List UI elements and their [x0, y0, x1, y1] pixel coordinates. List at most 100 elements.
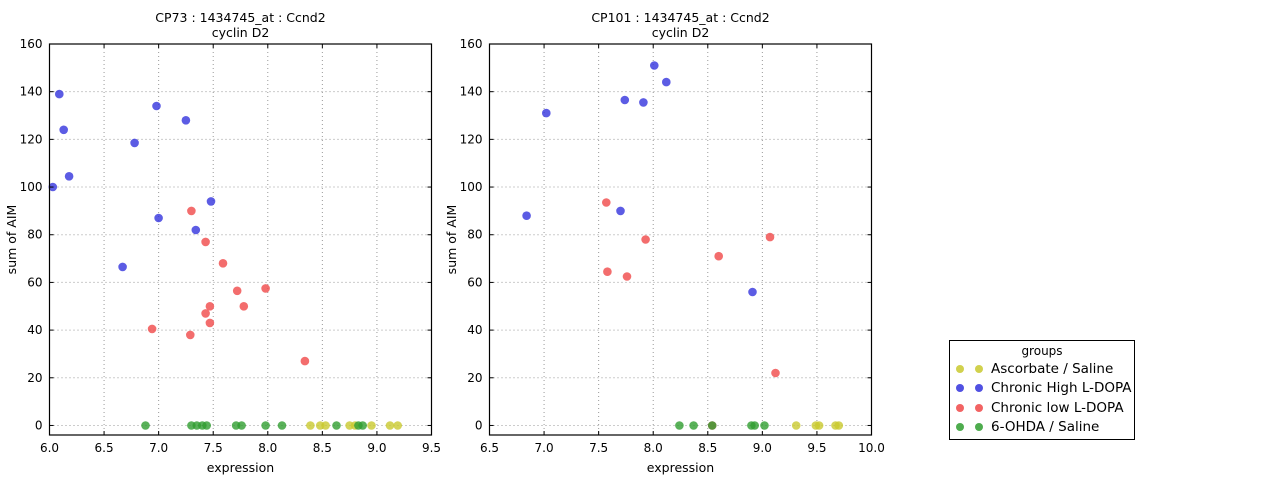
- 6ohda-saline-marker-icon: [956, 423, 964, 432]
- y-tick-label: 160: [460, 37, 483, 51]
- data-point-6-ohda-saline: [202, 421, 211, 430]
- data-point-6-ohda-saline: [750, 421, 759, 430]
- data-point-chronic-low-l-dopa: [232, 286, 242, 296]
- x-tick-label: 8.5: [313, 441, 332, 455]
- x-tick-label: 7.0: [149, 441, 168, 455]
- data-point-chronic-high-l-dopa: [662, 77, 671, 87]
- data-point-chronic-low-l-dopa: [239, 302, 249, 311]
- data-point-chronic-low-l-dopa: [187, 206, 196, 216]
- x-tick-label: 9.5: [807, 441, 826, 455]
- legend-entry-6ohda-saline: 6-OHDA / Saline: [950, 418, 1134, 438]
- data-point-ascorbate-saline: [321, 421, 330, 430]
- chronic-low-ldopa-marker-icon: [956, 403, 964, 412]
- data-point-6-ohda-saline: [358, 421, 368, 430]
- data-point-chronic-low-l-dopa: [714, 251, 723, 261]
- data-point-chronic-high-l-dopa: [206, 197, 216, 206]
- plot-title: CP73 : 1434745_at : Ccnd2: [155, 10, 325, 25]
- x-tick-label: 6.5: [95, 441, 114, 455]
- plot-border: [488, 43, 873, 436]
- y-tick-label: 100: [20, 180, 43, 194]
- data-point-ascorbate-saline: [367, 421, 376, 430]
- y-axis-label: sum of AIM: [4, 205, 19, 275]
- data-point-6-ohda-saline: [675, 421, 684, 430]
- data-point-chronic-high-l-dopa: [191, 225, 201, 235]
- y-tick-label: 140: [460, 85, 483, 99]
- x-tick-label: 8.0: [258, 441, 277, 455]
- x-tick-label: 7.0: [535, 441, 554, 455]
- plot-border: [48, 43, 433, 436]
- data-point-6-ohda-saline: [261, 421, 270, 430]
- data-point-chronic-low-l-dopa: [765, 232, 775, 242]
- legend-label: Chronic High L-DOPA: [991, 380, 1132, 397]
- x-tick-label: 6.5: [480, 441, 499, 455]
- data-point-ascorbate-saline: [393, 421, 403, 430]
- chronic-high-ldopa-marker-icon: [975, 384, 983, 393]
- ascorbate-saline-marker-icon: [975, 364, 983, 373]
- x-tick-label: 7.5: [589, 441, 608, 455]
- data-point-chronic-high-l-dopa: [154, 213, 163, 223]
- data-point-chronic-high-l-dopa: [118, 262, 127, 272]
- data-point-chronic-low-l-dopa: [205, 302, 215, 311]
- y-tick-label: 120: [460, 132, 483, 146]
- x-tick-label: 9.0: [753, 441, 772, 455]
- x-tick-label: 8.5: [698, 441, 717, 455]
- x-tick-label: 6.0: [40, 441, 59, 455]
- data-point-chronic-low-l-dopa: [186, 330, 195, 340]
- y-tick-label: 140: [20, 85, 43, 99]
- data-point-chronic-high-l-dopa: [55, 89, 64, 99]
- y-axis-label: sum of AIM: [444, 205, 459, 275]
- data-point-chronic-high-l-dopa: [130, 138, 139, 148]
- data-point-chronic-low-l-dopa: [218, 259, 228, 268]
- data-point-chronic-high-l-dopa: [616, 206, 625, 216]
- data-point-6-ohda-saline: [141, 421, 150, 430]
- plot-subtitle: cyclin D2: [652, 25, 710, 40]
- data-point-chronic-low-l-dopa: [622, 272, 632, 281]
- ascorbate-saline-marker-icon: [956, 364, 964, 373]
- plot-subtitle: cyclin D2: [212, 25, 270, 40]
- legend-label: Ascorbate / Saline: [991, 360, 1114, 377]
- 6ohda-saline-marker-icon: [975, 423, 983, 432]
- scatter-plot-cp73: 6.0 6.5 7.0 7.5 8.0 8.5 9.0 9.5 0 20 40 60 80 100 120 1…: [4, 10, 441, 475]
- y-tick-label: 80: [467, 228, 482, 242]
- data-point-chronic-low-l-dopa: [602, 198, 611, 207]
- y-tick-label: 0: [475, 418, 483, 432]
- data-point-chronic-low-l-dopa: [771, 368, 780, 378]
- y-tick-label: 60: [467, 275, 482, 289]
- data-point-chronic-high-l-dopa: [650, 61, 659, 70]
- data-point-ascorbate-saline: [834, 421, 844, 430]
- legend-title: groups: [1021, 344, 1063, 358]
- data-point-6-ohda-saline: [332, 421, 341, 430]
- chronic-low-ldopa-marker-icon: [975, 403, 983, 412]
- legend-entry-chronic-low-ldopa: Chronic low L-DOPA: [950, 398, 1134, 418]
- y-tick-label: 160: [20, 37, 43, 51]
- data-point-chronic-low-l-dopa: [147, 324, 157, 334]
- data-point-ascorbate-saline: [814, 421, 824, 430]
- y-tick-label: 100: [460, 180, 483, 194]
- data-point-chronic-high-l-dopa: [620, 95, 630, 105]
- data-point-6-ohda-saline: [760, 421, 769, 430]
- data-point-chronic-low-l-dopa: [300, 356, 310, 366]
- y-tick-label: 20: [27, 371, 42, 385]
- y-tick-label: 20: [467, 371, 482, 385]
- data-point-chronic-high-l-dopa: [181, 116, 191, 125]
- data-point-chronic-high-l-dopa: [152, 101, 161, 111]
- data-point-ascorbate-saline: [791, 421, 801, 430]
- legend-entry-chronic-high-ldopa: Chronic High L-DOPA: [950, 379, 1134, 399]
- data-point-chronic-high-l-dopa: [639, 98, 648, 107]
- y-tick-label: 0: [35, 418, 43, 432]
- data-point-chronic-low-l-dopa: [201, 237, 210, 247]
- data-point-chronic-high-l-dopa: [542, 108, 551, 118]
- legend-entry-ascorbate-saline: Ascorbate / Saline: [950, 359, 1134, 379]
- data-point-6-ohda-saline: [689, 421, 698, 430]
- legend-label: 6-OHDA / Saline: [991, 419, 1100, 436]
- plot-title: CP101 : 1434745_at : Ccnd2: [591, 10, 769, 25]
- data-point-chronic-low-l-dopa: [205, 318, 215, 328]
- data-point-chronic-high-l-dopa: [748, 287, 757, 297]
- data-point-chronic-low-l-dopa: [261, 284, 270, 293]
- data-point-6-ohda-saline: [237, 421, 246, 430]
- x-tick-label: 7.5: [204, 441, 223, 455]
- x-tick-label: 8.0: [644, 441, 663, 455]
- x-axis-label: expression: [647, 460, 714, 475]
- data-point-ascorbate-saline: [306, 421, 315, 430]
